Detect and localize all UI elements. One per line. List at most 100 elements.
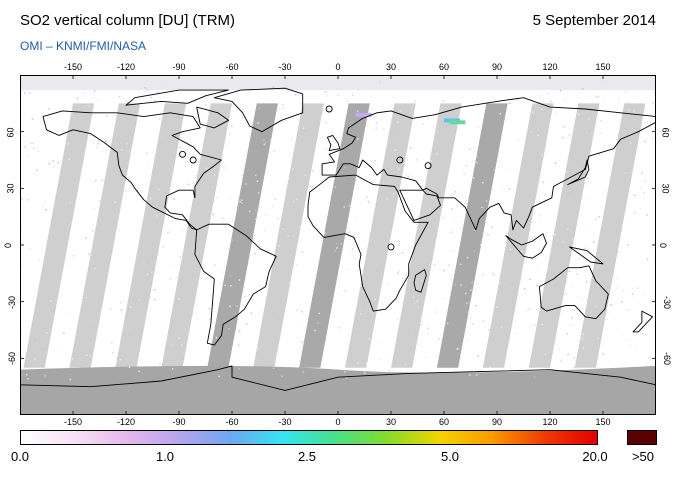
so2-speckle bbox=[31, 118, 34, 120]
so2-speckle bbox=[146, 152, 148, 154]
so2-speckle bbox=[628, 153, 630, 155]
so2-speckle bbox=[33, 147, 35, 150]
lon-tick-label-top: 150 bbox=[595, 62, 611, 72]
so2-speckle bbox=[296, 264, 298, 266]
so2-speckle bbox=[475, 374, 478, 376]
so2-speckle bbox=[571, 317, 573, 319]
so2-speckle bbox=[21, 330, 23, 333]
so2-speckle bbox=[415, 159, 418, 161]
lat-tick-label-right: 30 bbox=[660, 183, 671, 194]
so2-speckle bbox=[299, 321, 301, 323]
so2-speckle bbox=[564, 125, 566, 128]
so2-speckle bbox=[222, 217, 224, 220]
so2-speckle bbox=[171, 344, 173, 346]
so2-speckle bbox=[355, 217, 357, 219]
so2-speckle bbox=[514, 290, 516, 293]
so2-speckle bbox=[455, 220, 457, 222]
lon-tick-label-top: -120 bbox=[116, 62, 136, 72]
so2-speckle bbox=[414, 302, 416, 305]
so2-speckle bbox=[120, 309, 122, 311]
so2-speckle bbox=[197, 83, 199, 85]
so2-speckle bbox=[176, 276, 178, 279]
so2-speckle bbox=[528, 308, 531, 310]
coastlines bbox=[20, 87, 656, 391]
so2-speckle bbox=[220, 81, 222, 83]
so2-speckle bbox=[595, 305, 597, 308]
map-frame bbox=[20, 75, 656, 415]
so2-speckle bbox=[634, 194, 636, 197]
so2-speckle bbox=[83, 93, 86, 95]
so2-speckle bbox=[627, 244, 629, 246]
so2-speckle bbox=[552, 234, 554, 237]
swath-gap-band bbox=[23, 103, 95, 368]
so2-speckle bbox=[297, 336, 300, 338]
so2-speckle bbox=[200, 189, 202, 191]
so2-speckle bbox=[146, 88, 148, 91]
so2-speckle bbox=[567, 354, 569, 356]
so2-speckle bbox=[238, 279, 241, 281]
so2-speckle bbox=[578, 113, 580, 115]
so2-speckle bbox=[169, 277, 172, 280]
so2-speckle bbox=[112, 251, 114, 254]
so2-speckle bbox=[45, 209, 47, 211]
so2-speckle bbox=[407, 332, 409, 334]
so2-speckle bbox=[75, 166, 78, 168]
lat-tick-label-left: 30 bbox=[5, 183, 16, 194]
so2-speckle bbox=[360, 313, 362, 315]
so2-speckle bbox=[230, 197, 232, 199]
so2-speckle bbox=[366, 196, 368, 198]
so2-speckle bbox=[205, 167, 208, 170]
so2-speckle bbox=[116, 357, 119, 360]
so2-speckle bbox=[222, 271, 224, 273]
so2-speckle bbox=[88, 105, 91, 107]
so2-speckle bbox=[111, 342, 113, 344]
coastline-greenland bbox=[213, 87, 304, 133]
so2-speckle bbox=[628, 109, 630, 111]
so2-speckle bbox=[274, 198, 276, 200]
so2-speckle bbox=[157, 188, 160, 191]
so2-speckle bbox=[621, 224, 623, 226]
so2-speckle bbox=[196, 175, 198, 177]
colorbar-label: 0.0 bbox=[10, 449, 30, 464]
so2-speckle bbox=[228, 328, 230, 330]
so2-speckle bbox=[413, 296, 415, 298]
so2-speckle bbox=[255, 218, 257, 220]
so2-speckle bbox=[331, 80, 333, 83]
so2-speckle bbox=[166, 81, 168, 83]
so2-speckle bbox=[321, 237, 323, 239]
so2-speckle bbox=[336, 247, 338, 249]
so2-speckle bbox=[584, 247, 586, 249]
so2-speckle bbox=[555, 285, 557, 287]
so2-speckle bbox=[602, 353, 604, 355]
so2-plume bbox=[449, 120, 466, 125]
so2-speckle bbox=[507, 103, 509, 105]
so2-speckle bbox=[265, 141, 267, 144]
lon-tick-label-bottom: 60 bbox=[438, 417, 450, 427]
so2-speckle bbox=[375, 122, 378, 124]
so2-speckle bbox=[278, 245, 281, 247]
so2-speckle bbox=[379, 283, 381, 286]
swath-gap-band bbox=[482, 103, 554, 368]
so2-speckle bbox=[257, 122, 259, 124]
so2-speckle bbox=[520, 250, 523, 253]
so2-speckle bbox=[85, 237, 87, 239]
so2-speckle bbox=[272, 367, 275, 369]
so2-speckle bbox=[196, 318, 198, 321]
so2-speckle bbox=[410, 369, 412, 371]
so2-speckle bbox=[422, 341, 424, 344]
so2-speckle bbox=[642, 113, 645, 116]
so2-speckle bbox=[128, 366, 131, 368]
lon-tick-label-top: 60 bbox=[438, 62, 450, 72]
so2-speckle bbox=[452, 250, 454, 252]
so2-speckle bbox=[562, 136, 564, 139]
coastline-eurasia bbox=[321, 97, 656, 231]
so2-speckle bbox=[383, 128, 385, 130]
so2-speckle bbox=[241, 202, 243, 204]
coastline-north-america bbox=[42, 110, 222, 231]
so2-speckle bbox=[114, 201, 117, 203]
so2-speckle bbox=[460, 215, 462, 218]
so2-speckle bbox=[539, 214, 541, 216]
so2-speckle bbox=[27, 199, 30, 201]
so2-speckle bbox=[28, 367, 31, 370]
so2-speckle bbox=[578, 114, 580, 117]
